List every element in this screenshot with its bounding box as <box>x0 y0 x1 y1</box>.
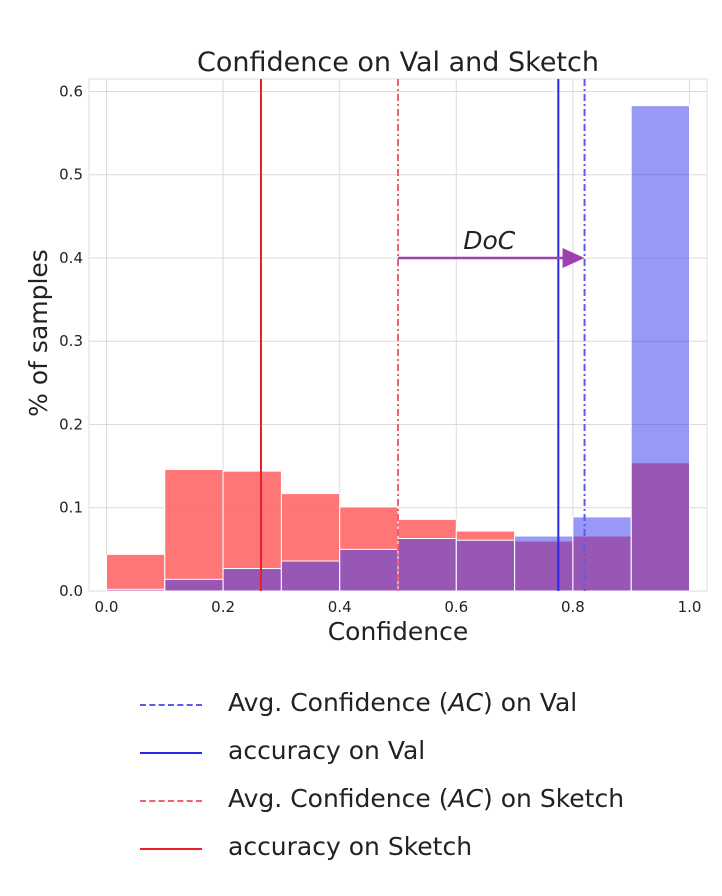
y-tick-label: 0.2 <box>59 415 83 433</box>
legend: Avg. Confidence (AC) on Val accuracy on V… <box>140 682 720 874</box>
val-bar <box>514 535 574 592</box>
doc-annotation: DoC <box>398 226 585 268</box>
legend-item: Avg. Confidence (AC) on Sketch <box>140 778 720 826</box>
x-tick-label: 1.0 <box>678 598 702 616</box>
val-bar <box>164 578 224 592</box>
legend-item: accuracy on Sketch <box>140 826 720 874</box>
confidence-histogram-chart: Confidence on Val and Sketch DoC 0.0 0.2 0… <box>24 47 708 646</box>
y-tick-label: 0.3 <box>59 332 83 350</box>
doc-annotation-label: DoC <box>463 226 516 255</box>
sketch-bar <box>164 468 224 592</box>
x-axis-label: Confidence <box>328 617 469 646</box>
reference-lines <box>259 79 586 591</box>
legend-label-emphasis: AC <box>448 784 484 813</box>
tick-labels: 0.0 0.2 0.4 0.6 0.8 1.0 0.0 0.1 0.2 0.3 0.4 0.5 0.6 <box>59 82 701 616</box>
sketch-bar <box>105 553 166 592</box>
val-bar <box>339 548 399 592</box>
y-axis-label: % of samples <box>24 249 53 417</box>
legend-item: Avg. Confidence (AC) on Val <box>140 682 720 730</box>
val-bar <box>397 538 457 592</box>
legend-line-swatch <box>140 704 202 706</box>
legend-line-swatch <box>140 752 202 754</box>
legend-label: Avg. Confidence (AC) on Sketch <box>228 784 625 813</box>
x-tick-label: 0.0 <box>95 598 119 616</box>
x-tick-label: 0.6 <box>444 598 468 616</box>
val-bars <box>105 105 691 592</box>
val-bar <box>105 588 166 592</box>
legend-label: Avg. Confidence (AC) on Val <box>228 688 578 717</box>
y-tick-label: 0.6 <box>59 82 83 100</box>
y-tick-label: 0.0 <box>59 582 83 600</box>
y-tick-label: 0.4 <box>59 249 83 267</box>
chart-title: Confidence on Val and Sketch <box>197 47 599 78</box>
val-bar <box>572 516 632 592</box>
legend-line-swatch <box>140 848 202 850</box>
y-tick-label: 0.1 <box>59 499 83 517</box>
val-bar <box>280 560 341 592</box>
legend-label: accuracy on Sketch <box>228 832 473 861</box>
legend-label: accuracy on Val <box>228 736 426 765</box>
legend-label-emphasis: AC <box>448 688 484 717</box>
doc-arrow-head <box>562 247 585 268</box>
x-tick-label: 0.8 <box>561 598 585 616</box>
y-tick-label: 0.5 <box>59 166 83 184</box>
x-tick-label: 0.2 <box>211 598 235 616</box>
val-bar <box>455 539 516 592</box>
x-tick-label: 0.4 <box>328 598 352 616</box>
val-bar <box>630 105 691 592</box>
val-bar <box>222 568 282 592</box>
legend-line-swatch <box>140 800 202 802</box>
legend-item: accuracy on Val <box>140 730 720 778</box>
